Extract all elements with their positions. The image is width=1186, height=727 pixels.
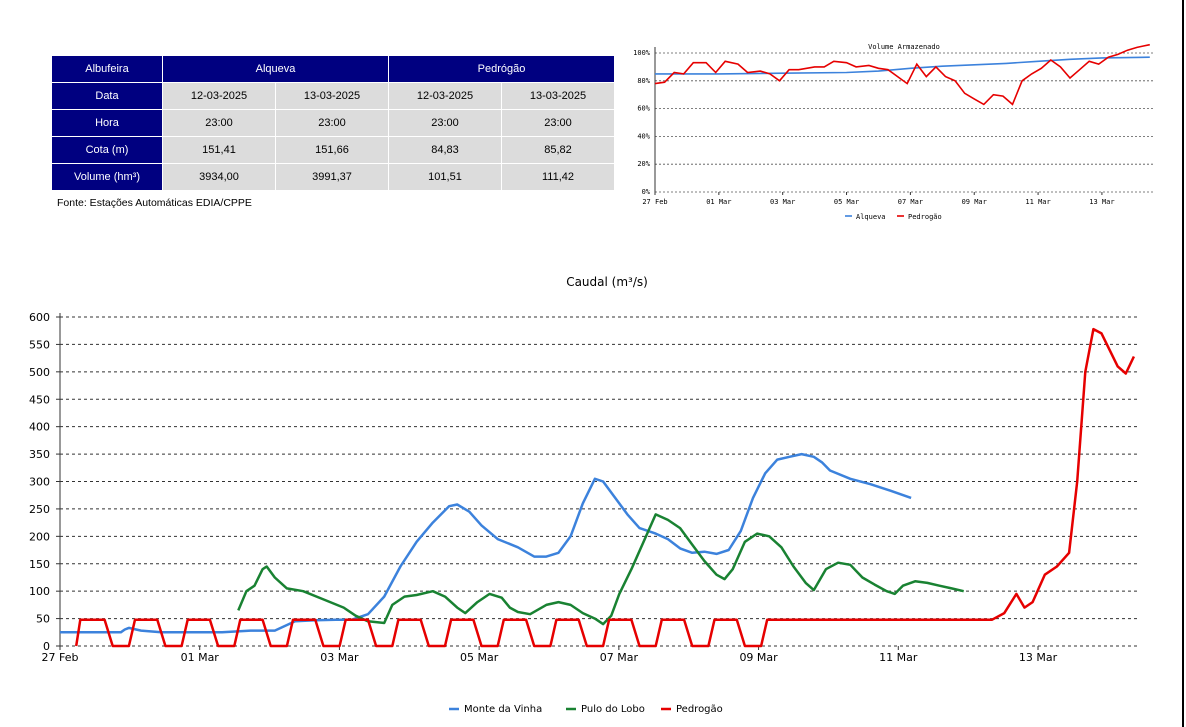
x-tick-label: 11 Mar xyxy=(879,651,918,664)
legend-label: Pedrogão xyxy=(676,704,723,715)
small-x-tick: 05 Mar xyxy=(834,198,859,206)
table-cell: 23:00 xyxy=(163,110,275,136)
small-y-tick: 40% xyxy=(637,132,650,140)
small-x-tick: 13 Mar xyxy=(1089,198,1114,206)
header-alqueva: Alqueva xyxy=(163,56,388,82)
y-tick-label: 50 xyxy=(36,613,50,626)
series-line xyxy=(237,513,964,626)
x-tick-label: 09 Mar xyxy=(739,651,778,664)
small-y-tick: 20% xyxy=(637,160,650,168)
source-note: Fonte: Estações Automáticas EDIA/CPPE xyxy=(57,197,252,209)
small-y-tick: 0% xyxy=(642,188,651,196)
caudal-title: Caudal (m³/s) xyxy=(566,275,648,289)
series-line xyxy=(60,452,912,634)
table-cell: 85,82 xyxy=(502,137,614,163)
row-label: Data xyxy=(52,83,162,109)
y-tick-label: 600 xyxy=(29,311,50,324)
small-series-line xyxy=(655,56,1150,75)
table-cell: 111,42 xyxy=(502,164,614,190)
y-tick-label: 550 xyxy=(29,338,50,351)
row-label: Volume (hm³) xyxy=(52,164,162,190)
table-cell: 151,66 xyxy=(276,137,388,163)
table-cell: 23:00 xyxy=(276,110,388,136)
y-tick-label: 0 xyxy=(43,640,50,653)
header-pedrogao: Pedrógão xyxy=(389,56,614,82)
legend-label: Monte da Vinha xyxy=(464,704,542,715)
y-tick-label: 250 xyxy=(29,503,50,516)
small-y-tick: 100% xyxy=(633,49,651,57)
y-tick-label: 350 xyxy=(29,448,50,461)
y-tick-label: 300 xyxy=(29,476,50,489)
small-legend-label: Pedrogão xyxy=(908,213,942,221)
table-cell: 101,51 xyxy=(389,164,501,190)
table-cell: 12-03-2025 xyxy=(163,83,275,109)
table-cell: 13-03-2025 xyxy=(276,83,388,109)
series-line xyxy=(74,327,1136,648)
small-chart-title: Volume Armazenado xyxy=(868,43,940,51)
table-header-row: Albufeira Alqueva Pedrógão xyxy=(52,56,614,82)
y-tick-label: 100 xyxy=(29,585,50,598)
x-tick-label: 27 Feb xyxy=(42,651,79,664)
small-y-tick: 60% xyxy=(637,105,650,113)
small-y-tick: 80% xyxy=(637,77,650,85)
y-tick-label: 200 xyxy=(29,530,50,543)
table-cell: 13-03-2025 xyxy=(502,83,614,109)
table-cell: 3934,00 xyxy=(163,164,275,190)
page-right-border xyxy=(1182,0,1184,727)
table-cell: 23:00 xyxy=(389,110,501,136)
table-cell: 23:00 xyxy=(502,110,614,136)
row-label: Hora xyxy=(52,110,162,136)
y-tick-label: 500 xyxy=(29,366,50,379)
reservoir-table: Albufeira Alqueva Pedrógão Data 12-03-20… xyxy=(51,55,615,191)
small-x-tick: 11 Mar xyxy=(1025,198,1050,206)
small-x-tick: 03 Mar xyxy=(770,198,795,206)
table-row: Hora 23:00 23:00 23:00 23:00 xyxy=(52,110,614,136)
table-row: Cota (m) 151,41 151,66 84,83 85,82 xyxy=(52,137,614,163)
x-tick-label: 05 Mar xyxy=(460,651,499,664)
small-x-tick: 01 Mar xyxy=(706,198,731,206)
table-cell: 84,83 xyxy=(389,137,501,163)
y-tick-label: 400 xyxy=(29,421,50,434)
table-cell: 151,41 xyxy=(163,137,275,163)
table-row: Volume (hm³) 3934,00 3991,37 101,51 111,… xyxy=(52,164,614,190)
small-legend-label: Alqueva xyxy=(856,213,886,221)
y-tick-label: 150 xyxy=(29,558,50,571)
table-row: Data 12-03-2025 13-03-2025 12-03-2025 13… xyxy=(52,83,614,109)
x-tick-label: 03 Mar xyxy=(320,651,359,664)
header-albufeira: Albufeira xyxy=(52,56,162,82)
small-x-tick: 07 Mar xyxy=(898,198,923,206)
row-label: Cota (m) xyxy=(52,137,162,163)
legend-label: Pulo do Lobo xyxy=(581,704,645,715)
table-cell: 12-03-2025 xyxy=(389,83,501,109)
small-x-tick: 09 Mar xyxy=(962,198,987,206)
x-tick-label: 13 Mar xyxy=(1019,651,1058,664)
x-tick-label: 01 Mar xyxy=(181,651,220,664)
y-tick-label: 450 xyxy=(29,393,50,406)
small-series-line xyxy=(654,43,1150,106)
small-x-tick: 27 Feb xyxy=(642,198,667,206)
x-tick-label: 07 Mar xyxy=(600,651,639,664)
table-cell: 3991,37 xyxy=(276,164,388,190)
